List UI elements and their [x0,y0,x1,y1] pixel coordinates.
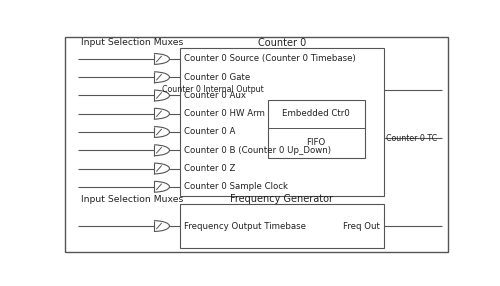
Text: Embedded Ctr0: Embedded Ctr0 [282,109,350,118]
Text: Frequency Output Timebase: Frequency Output Timebase [184,222,306,231]
Text: Counter 0 Source (Counter 0 Timebase): Counter 0 Source (Counter 0 Timebase) [184,54,356,63]
Text: Input Selection Muxes: Input Selection Muxes [81,194,184,204]
Text: Counter 0 HW Arm: Counter 0 HW Arm [184,109,265,118]
Text: Counter 0 Sample Clock: Counter 0 Sample Clock [184,182,288,191]
Bar [180,204,384,248]
Bar [180,48,384,196]
Text: Counter 0 Aux: Counter 0 Aux [184,91,246,100]
Text: Counter 0 Gate: Counter 0 Gate [184,73,250,82]
Text: Frequency Generator: Frequency Generator [230,194,334,204]
Text: Counter 0 B (Counter 0 Up_Down): Counter 0 B (Counter 0 Up_Down) [184,146,331,155]
Text: Counter 0 A: Counter 0 A [184,128,236,136]
Bar [268,100,365,158]
Text: Input Selection Muxes: Input Selection Muxes [81,38,184,47]
Text: Counter 0 Z: Counter 0 Z [184,164,236,173]
Text: Counter 0: Counter 0 [258,38,306,48]
Text: FIFO: FIFO [306,138,326,147]
Text: Counter 0 Internal Output: Counter 0 Internal Output [162,85,264,94]
Text: Counter 0 TC: Counter 0 TC [386,134,438,143]
Text: Freq Out: Freq Out [344,222,380,231]
